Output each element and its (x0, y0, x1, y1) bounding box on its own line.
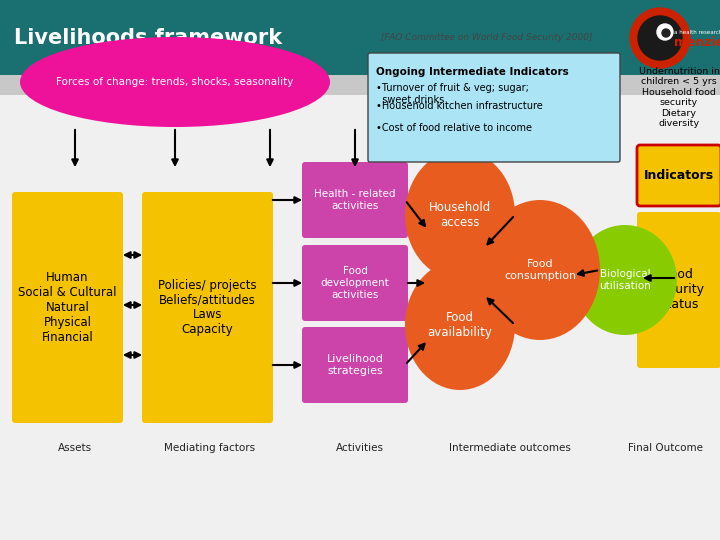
FancyBboxPatch shape (0, 0, 720, 75)
FancyBboxPatch shape (637, 212, 720, 368)
Text: Indicators: Indicators (644, 169, 714, 182)
FancyBboxPatch shape (142, 192, 273, 423)
FancyBboxPatch shape (302, 327, 408, 403)
FancyBboxPatch shape (637, 145, 720, 206)
Text: Forces of change: trends, shocks, seasonality: Forces of change: trends, shocks, season… (56, 77, 294, 87)
Text: •Cost of food relative to income: •Cost of food relative to income (376, 123, 532, 133)
Text: Livelihood
strategies: Livelihood strategies (327, 354, 384, 376)
Text: Food
security
status: Food security status (654, 268, 704, 312)
Text: Activities: Activities (336, 443, 384, 453)
Text: menzies: menzies (674, 36, 720, 49)
Text: Final Outcome: Final Outcome (628, 443, 703, 453)
Text: Livelihoods framework: Livelihoods framework (14, 28, 282, 48)
Ellipse shape (20, 37, 330, 127)
FancyBboxPatch shape (368, 53, 620, 162)
Text: Food
development
activities: Food development activities (320, 266, 390, 300)
Text: Mediating factors: Mediating factors (164, 443, 256, 453)
Text: Policies/ projects
Beliefs/attitudes
Laws
Capacity: Policies/ projects Beliefs/attitudes Law… (158, 279, 257, 336)
Ellipse shape (573, 225, 677, 335)
Text: Health - related
activities: Health - related activities (314, 189, 396, 211)
Circle shape (662, 29, 670, 37)
FancyBboxPatch shape (302, 162, 408, 238)
Text: a health research award: a health research award (674, 30, 720, 35)
Text: Food
consumption: Food consumption (504, 259, 576, 281)
Text: [FAO Committee on World Food Security 2000]: [FAO Committee on World Food Security 20… (382, 33, 593, 43)
FancyBboxPatch shape (12, 192, 123, 423)
Circle shape (630, 8, 690, 68)
Text: Intermediate outcomes: Intermediate outcomes (449, 443, 571, 453)
FancyBboxPatch shape (302, 245, 408, 321)
Circle shape (638, 16, 682, 60)
Text: •Household kitchen infrastructure: •Household kitchen infrastructure (376, 101, 543, 111)
Text: Assets: Assets (58, 443, 92, 453)
Text: Household
access: Household access (429, 201, 491, 229)
Text: Human
Social & Cultural
Natural
Physical
Financial: Human Social & Cultural Natural Physical… (18, 271, 117, 344)
Ellipse shape (480, 200, 600, 340)
FancyBboxPatch shape (0, 75, 720, 95)
Text: Biological
utilisation: Biological utilisation (599, 269, 651, 291)
Circle shape (657, 24, 673, 40)
Ellipse shape (405, 150, 515, 280)
Text: Undernutrition in
children < 5 yrs
Household food
security
Dietary
diversity: Undernutrition in children < 5 yrs House… (639, 67, 719, 128)
Text: Ongoing Intermediate Indicators: Ongoing Intermediate Indicators (376, 67, 569, 77)
Text: •Turnover of fruit & veg; sugar;
  sweet drinks: •Turnover of fruit & veg; sugar; sweet d… (376, 83, 529, 105)
Text: Food
availability: Food availability (428, 311, 492, 339)
Ellipse shape (405, 260, 515, 390)
